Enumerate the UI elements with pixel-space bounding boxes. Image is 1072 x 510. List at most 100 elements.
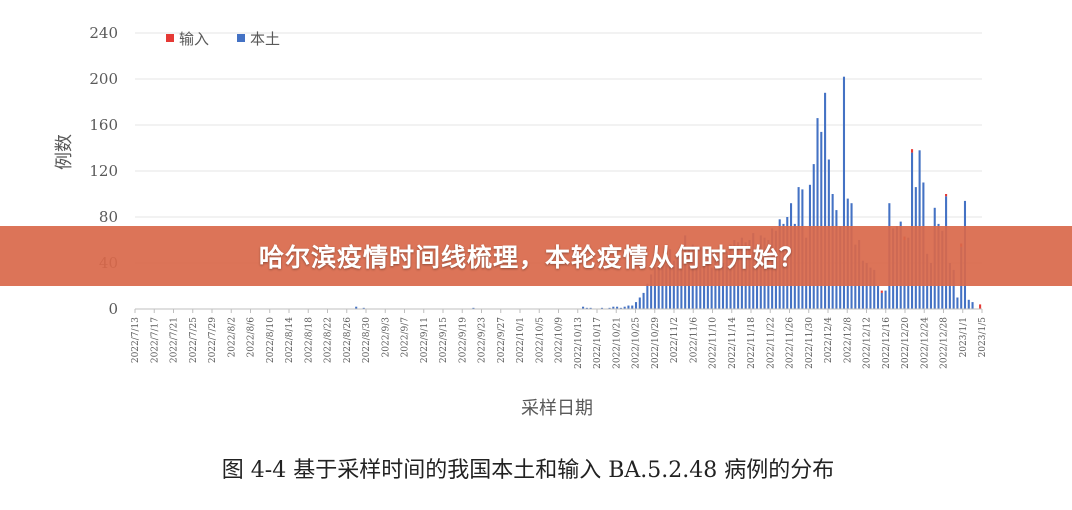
bar-local	[971, 302, 974, 309]
legend-label-local: 本土	[250, 30, 280, 48]
y-axis-ticks: 04080120160200240	[89, 24, 118, 318]
headline-banner: 哈尔滨疫情时间线梳理，本轮疫情从何时开始？	[0, 226, 1072, 286]
x-tick-label: 2022/12/8	[843, 317, 853, 363]
x-tick-label: 2022/7/25	[189, 317, 199, 363]
bar-local	[646, 283, 649, 309]
y-tick-label: 0	[108, 300, 118, 318]
bar-local	[472, 307, 475, 309]
x-tick-label: 2022/8/22	[324, 317, 334, 363]
bar-local	[657, 265, 660, 309]
bar-local	[948, 263, 951, 309]
x-tick-label: 2022/10/1	[516, 317, 526, 363]
x-tick-label: 2022/11/30	[805, 317, 815, 369]
figure-caption-text: 图 4-4 基于采样时间的我国本土和输入 BA.5.2.48 病例的分布	[221, 458, 835, 483]
x-tick-label: 2022/9/27	[497, 317, 507, 363]
bar-local	[638, 297, 641, 309]
bar-local	[634, 302, 638, 309]
x-tick-label: 2022/8/14	[285, 317, 295, 363]
bar-local	[608, 307, 611, 309]
bar-local	[929, 263, 932, 309]
x-tick-label: 2022/8/10	[266, 317, 276, 363]
bar-local	[623, 306, 626, 309]
figure-caption: 图 4-4 基于采样时间的我国本土和输入 BA.5.2.48 病例的分布	[0, 452, 1072, 484]
x-tick-label: 2022/9/19	[458, 317, 468, 363]
x-tick-label: 2022/10/13	[574, 317, 584, 369]
x-tick-label: 2022/12/12	[863, 317, 873, 369]
legend-label-imported: 输入	[179, 30, 209, 48]
y-tick-label: 200	[89, 70, 118, 88]
bar-local	[653, 267, 656, 309]
x-tick-label: 2022/10/9	[555, 317, 565, 363]
legend-swatch-imported	[166, 34, 174, 42]
bar-local	[627, 305, 630, 309]
bar-local	[880, 292, 883, 309]
bar-local	[865, 263, 868, 309]
bar-local	[952, 269, 955, 309]
bar-local	[616, 306, 619, 309]
x-axis-ticks: 2022/7/13 2022/7/17 2022/7/21 2022/7/25 2022…	[131, 309, 988, 369]
x-tick-label: 2023/1/5	[978, 317, 988, 358]
y-axis-label: 例数	[54, 134, 75, 170]
y-tick-label: 240	[89, 24, 118, 42]
x-tick-label: 2022/9/15	[439, 317, 449, 363]
x-tick-label: 2022/12/16	[882, 317, 892, 369]
x-tick-label: 2022/7/13	[131, 317, 141, 363]
x-tick-label: 2022/12/20	[901, 317, 911, 369]
bar-local	[619, 307, 622, 309]
bar-local	[631, 305, 634, 309]
bar-local	[710, 267, 713, 309]
x-tick-label: 2022/8/2	[227, 317, 237, 357]
bar-imported	[979, 304, 982, 309]
bar-local	[816, 118, 819, 309]
bar-local	[873, 269, 876, 309]
x-tick-label: 2022/10/25	[632, 317, 642, 369]
bar-local	[665, 265, 668, 309]
bar-local	[884, 290, 887, 309]
x-tick-label: 2022/11/14	[728, 317, 738, 369]
x-tick-label: 2022/11/6	[689, 317, 699, 363]
y-tick-label: 120	[89, 162, 118, 180]
x-tick-label: 2022/12/24	[920, 317, 930, 369]
bar-imported	[911, 149, 914, 153]
bar-local	[582, 306, 585, 309]
x-tick-label: 2022/10/5	[535, 317, 545, 363]
bar-local	[721, 263, 725, 309]
case-distribution-chart: 04080120160200240 2022/7/132022/7/172022…	[54, 24, 988, 419]
y-tick-label: 160	[89, 116, 118, 134]
x-tick-label: 2022/8/30	[362, 317, 372, 363]
bar-local	[661, 263, 664, 309]
x-tick-label: 2022/11/26	[786, 317, 796, 369]
bar-local	[820, 131, 823, 309]
bar-local	[967, 299, 970, 309]
x-tick-label: 2022/11/2	[670, 317, 680, 363]
bar-local	[824, 92, 827, 309]
x-tick-label: 2022/12/28	[940, 317, 950, 369]
x-tick-label: 2022/7/29	[208, 317, 218, 363]
bar-local	[650, 274, 653, 309]
bar-local	[956, 297, 959, 309]
bar-local	[585, 307, 588, 309]
x-tick-label: 2022/8/26	[343, 317, 353, 363]
bar-local	[600, 307, 604, 309]
x-tick-label: 2022/11/22	[766, 317, 776, 369]
legend-swatch-local	[237, 34, 245, 42]
x-tick-label: 2022/8/6	[247, 317, 257, 358]
bar-local	[876, 286, 880, 309]
bar-local	[842, 76, 846, 309]
x-tick-label: 2022/9/11	[420, 317, 430, 363]
x-tick-label: 2022/11/18	[747, 317, 757, 369]
bar-local	[642, 292, 645, 309]
x-tick-label: 2022/10/17	[593, 317, 603, 369]
y-tick-label: 80	[99, 208, 118, 226]
x-tick-label: 2022/8/18	[304, 317, 314, 363]
bar-imported	[945, 194, 948, 197]
bar-local	[589, 307, 592, 309]
x-tick-label: 2022/7/17	[150, 317, 160, 363]
x-tick-label: 2023/1/1	[959, 317, 969, 357]
bar-local	[362, 307, 365, 309]
bar-imported	[880, 290, 883, 293]
x-tick-label: 2022/10/21	[612, 317, 622, 369]
x-tick-label: 2022/9/23	[478, 317, 488, 363]
headline-text: 哈尔滨疫情时间线梳理，本轮疫情从何时开始？	[258, 243, 805, 272]
x-tick-label: 2022/11/10	[709, 317, 719, 369]
